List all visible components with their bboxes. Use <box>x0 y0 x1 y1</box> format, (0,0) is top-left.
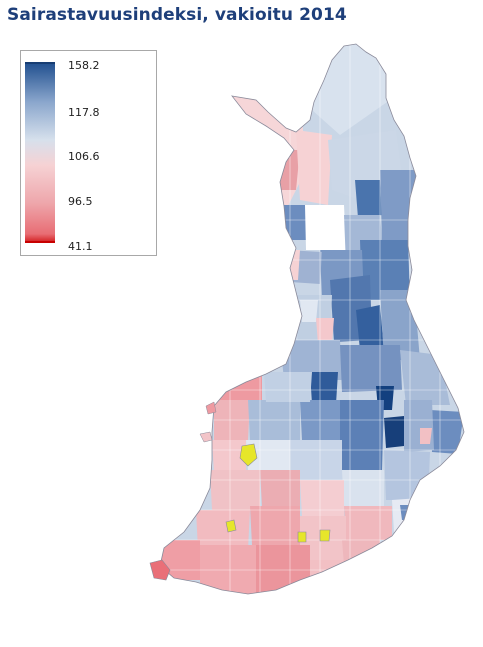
aland-islands <box>149 559 171 581</box>
legend-label-high: 117.8 <box>68 106 100 119</box>
legend-label-min: 41.1 <box>68 240 93 253</box>
legend-color-scale <box>25 62 55 243</box>
finland-map-body <box>149 43 465 595</box>
highlighted-municipalities <box>225 443 331 543</box>
map-title: Sairastavuusindeksi, vakioitu 2014 <box>7 5 347 25</box>
legend-label-max: 158.2 <box>68 59 100 72</box>
legend-label-low: 96.5 <box>68 195 93 208</box>
color-legend: 158.2 117.8 106.6 96.5 41.1 <box>20 50 157 256</box>
legend-label-mid: 106.6 <box>68 150 100 163</box>
